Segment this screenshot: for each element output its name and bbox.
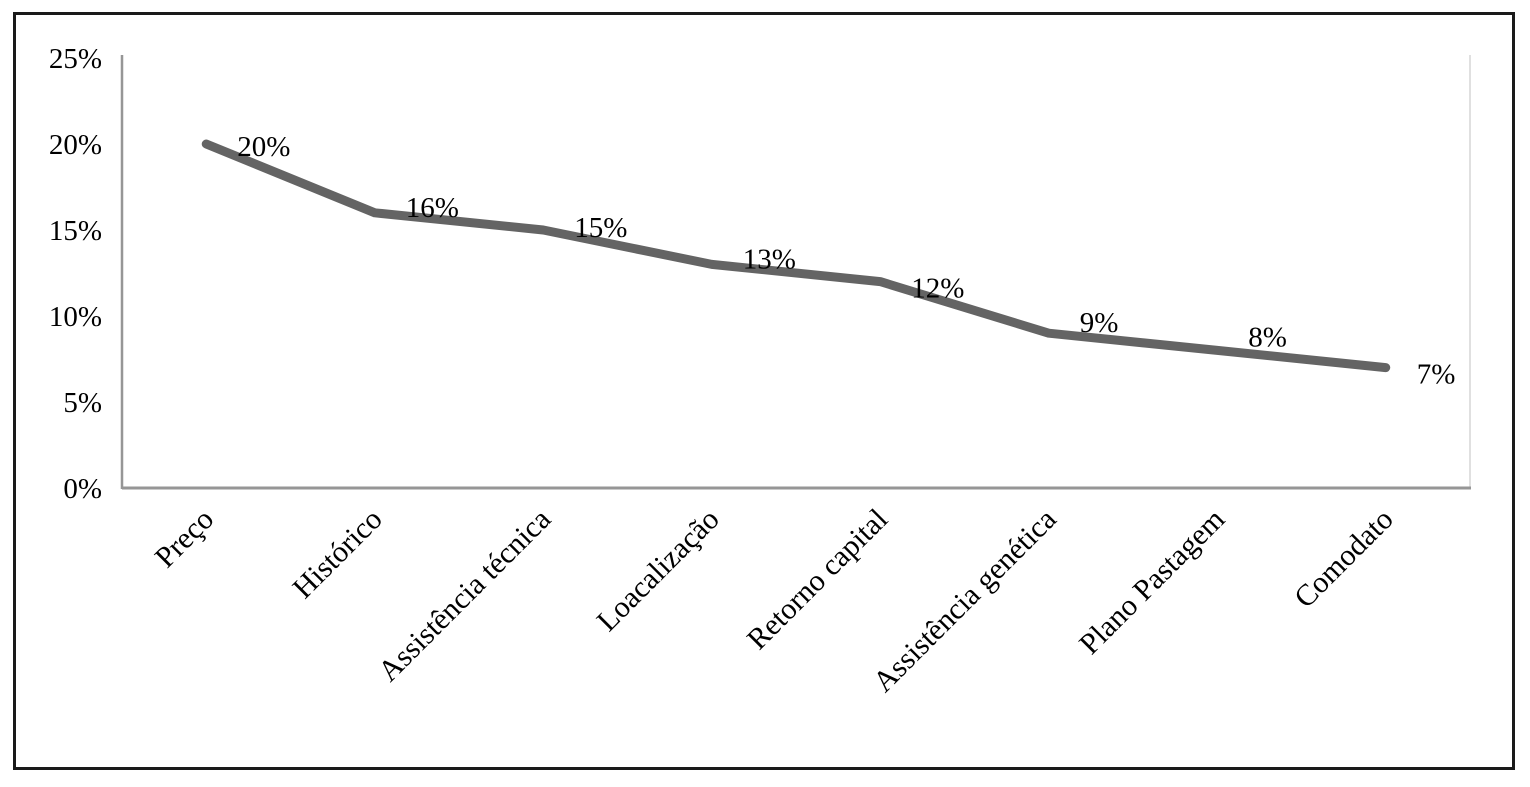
y-axis-tick-label: 10% (49, 301, 102, 333)
series-line (201, 139, 1391, 373)
data-label: 9% (1080, 307, 1119, 339)
data-label: 15% (574, 212, 627, 244)
data-label: 8% (1248, 321, 1287, 353)
y-axis-tick-label: 25% (49, 43, 102, 75)
y-axis-tick-label: 15% (49, 215, 102, 247)
y-axis-tick-label: 0% (63, 473, 102, 505)
data-label: 16% (406, 192, 459, 224)
figure-border (13, 12, 1515, 770)
y-axis-tick-label: 20% (49, 129, 102, 161)
data-label: 20% (237, 131, 290, 163)
data-label: 12% (911, 273, 964, 305)
data-label: 7% (1417, 359, 1456, 391)
y-axis-tick-label: 5% (63, 387, 102, 419)
data-label: 13% (743, 243, 796, 275)
